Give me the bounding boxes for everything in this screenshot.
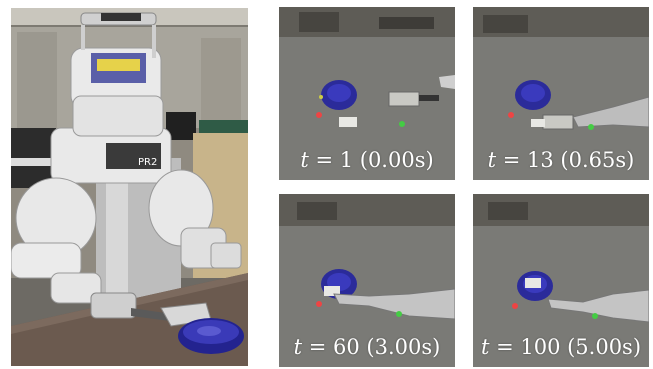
frame-3: t = 60 (3.00s): [279, 194, 455, 367]
robot-photo: PR2: [11, 8, 248, 366]
frame-1-label: t = 1 (0.00s): [300, 148, 434, 172]
frame-4: t = 100 (5.00s): [473, 194, 649, 367]
frame-3-label: t = 60 (3.00s): [293, 335, 441, 359]
frame-2-label: t = 13 (0.65s): [487, 148, 635, 172]
frame-4-label: t = 100 (5.00s): [480, 335, 642, 359]
frame-1: t = 1 (0.00s): [279, 7, 455, 180]
pr2-badge: PR2: [138, 157, 157, 168]
frame-2: t = 13 (0.65s): [473, 7, 649, 180]
